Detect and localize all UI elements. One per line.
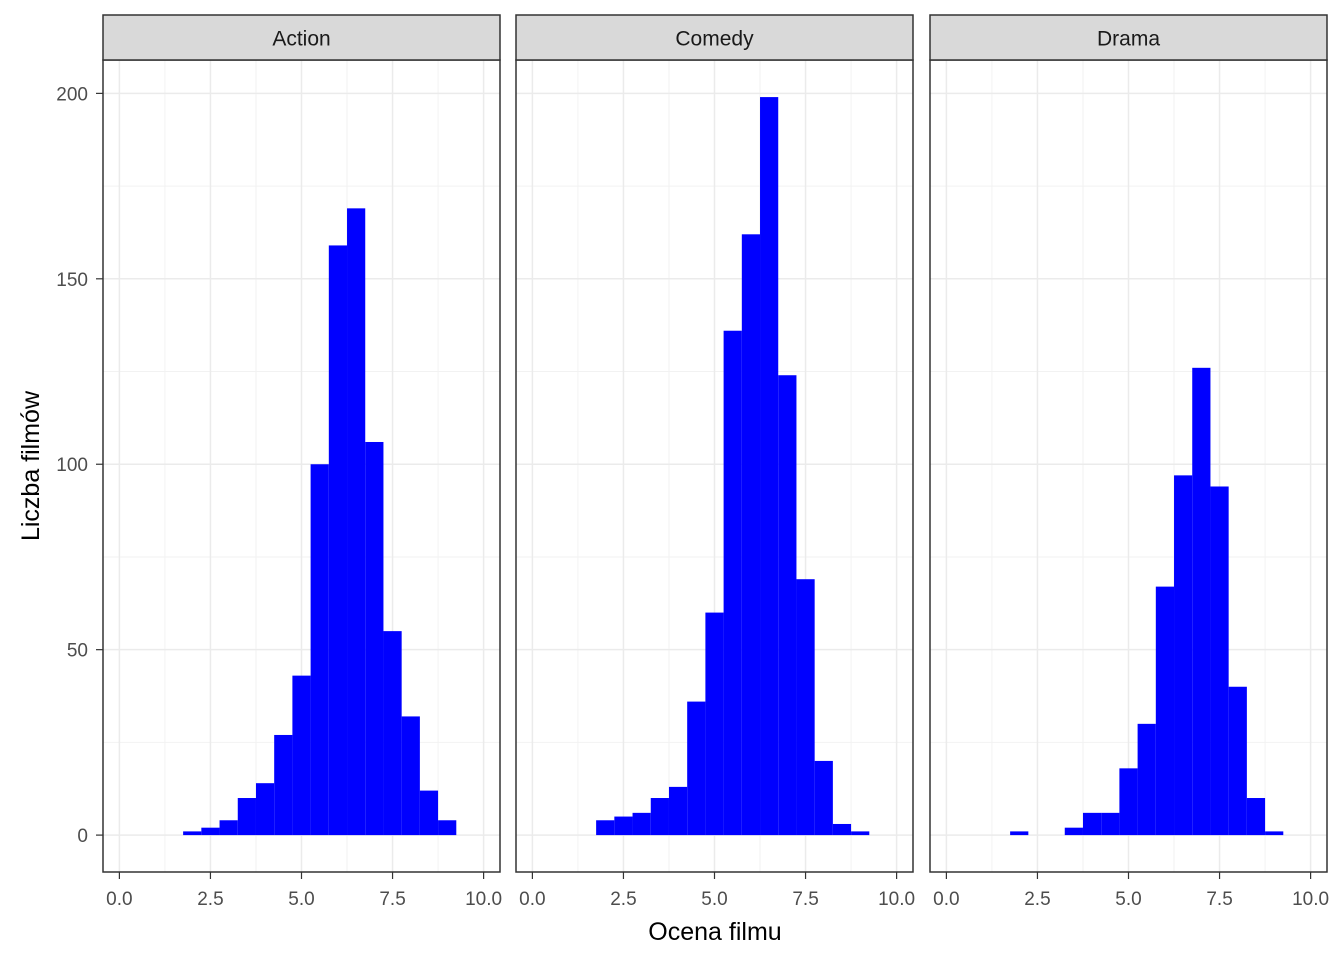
histogram-bar [401, 716, 420, 836]
histogram-bar [1228, 686, 1247, 836]
facet-panel-action: Action 0.0 2.5 5.0 7.5 10.0 [102, 14, 502, 910]
facet-strip [929, 14, 1328, 61]
histogram-bar [1265, 831, 1284, 836]
facet-strip [515, 14, 914, 61]
histogram-bar [219, 820, 238, 836]
histogram-bar [1192, 367, 1211, 836]
x-tick-label: 7.5 [379, 889, 405, 910]
histogram-bar [1246, 798, 1266, 836]
histogram-bar [778, 375, 797, 836]
histogram-bar [650, 798, 669, 836]
x-axis-title: Ocena filmu [648, 918, 781, 946]
histogram-bar [596, 820, 615, 836]
histogram-bar [347, 208, 366, 836]
histogram-bar [741, 234, 761, 836]
x-tick-label: 10.0 [465, 889, 502, 910]
histogram-bar [1082, 812, 1102, 836]
histogram-bar [832, 823, 852, 836]
histogram-bar [328, 245, 348, 836]
x-tick-label: 2.5 [610, 889, 636, 910]
facet-strip-label: Drama [1097, 28, 1160, 51]
x-tick-label: 5.0 [701, 889, 727, 910]
histogram-bar [1119, 768, 1138, 836]
histogram-bar [1174, 475, 1193, 836]
histogram-bar [687, 701, 706, 836]
histogram-bar [705, 612, 724, 836]
histogram-bar [632, 812, 651, 836]
histogram-bar [310, 464, 329, 836]
facet-strip [102, 14, 501, 61]
y-tick-label: 100 [56, 455, 88, 476]
histogram-bar [1010, 831, 1029, 836]
x-tick-label: 0.0 [933, 889, 959, 910]
x-tick-label: 2.5 [197, 889, 223, 910]
histogram-bar [255, 783, 275, 836]
histogram-bar [760, 97, 779, 836]
histogram-bar [201, 827, 220, 836]
y-tick-label: 150 [56, 270, 88, 291]
x-tick-label: 0.0 [519, 889, 545, 910]
x-tick-label: 10.0 [1292, 889, 1329, 910]
facet-strip-label: Comedy [675, 28, 754, 51]
histogram-bar [1064, 827, 1083, 836]
histogram-bar [438, 820, 457, 836]
histogram-bar [1101, 812, 1120, 836]
histogram-bar [383, 631, 402, 836]
y-axis-title: Liczba filmów [17, 390, 45, 541]
histogram-bar [419, 790, 439, 836]
facet-panel-drama: Drama 0.0 2.5 5.0 7.5 10.0 [929, 14, 1329, 910]
histogram-bar [183, 831, 202, 836]
histogram-bar [292, 675, 311, 836]
histogram-bar [723, 330, 742, 836]
histogram-bar [274, 734, 293, 836]
histogram-bar [1210, 486, 1229, 836]
histogram-bar [814, 760, 833, 836]
x-tick-label: 7.5 [792, 889, 818, 910]
histogram-bar [237, 798, 256, 836]
x-tick-label: 2.5 [1024, 889, 1050, 910]
facet-panel-comedy: Comedy 0.0 2.5 5.0 7.5 10.0 [515, 14, 915, 910]
x-tick-label: 7.5 [1206, 889, 1232, 910]
x-tick-label: 5.0 [288, 889, 314, 910]
histogram-bar [1137, 723, 1156, 836]
histogram-bar [365, 441, 384, 836]
histogram-bar [668, 786, 688, 836]
y-tick-label: 50 [67, 641, 88, 662]
histogram-bar [1155, 586, 1175, 836]
facet-panels: Action 0.0 2.5 5.0 7.5 10.0 Comedy 0.0 2.5 5.0 7.5… [102, 14, 1329, 910]
y-axis: 0 50 100 150 200 [56, 84, 103, 847]
y-tick-label: 0 [77, 826, 88, 847]
histogram-bar [614, 816, 633, 836]
x-tick-label: 10.0 [878, 889, 915, 910]
histogram-bar [851, 831, 870, 836]
facet-strip-label: Action [272, 28, 330, 51]
x-tick-label: 5.0 [1115, 889, 1141, 910]
y-tick-label: 200 [56, 84, 88, 105]
histogram-bar [796, 579, 815, 836]
x-tick-label: 0.0 [106, 889, 132, 910]
